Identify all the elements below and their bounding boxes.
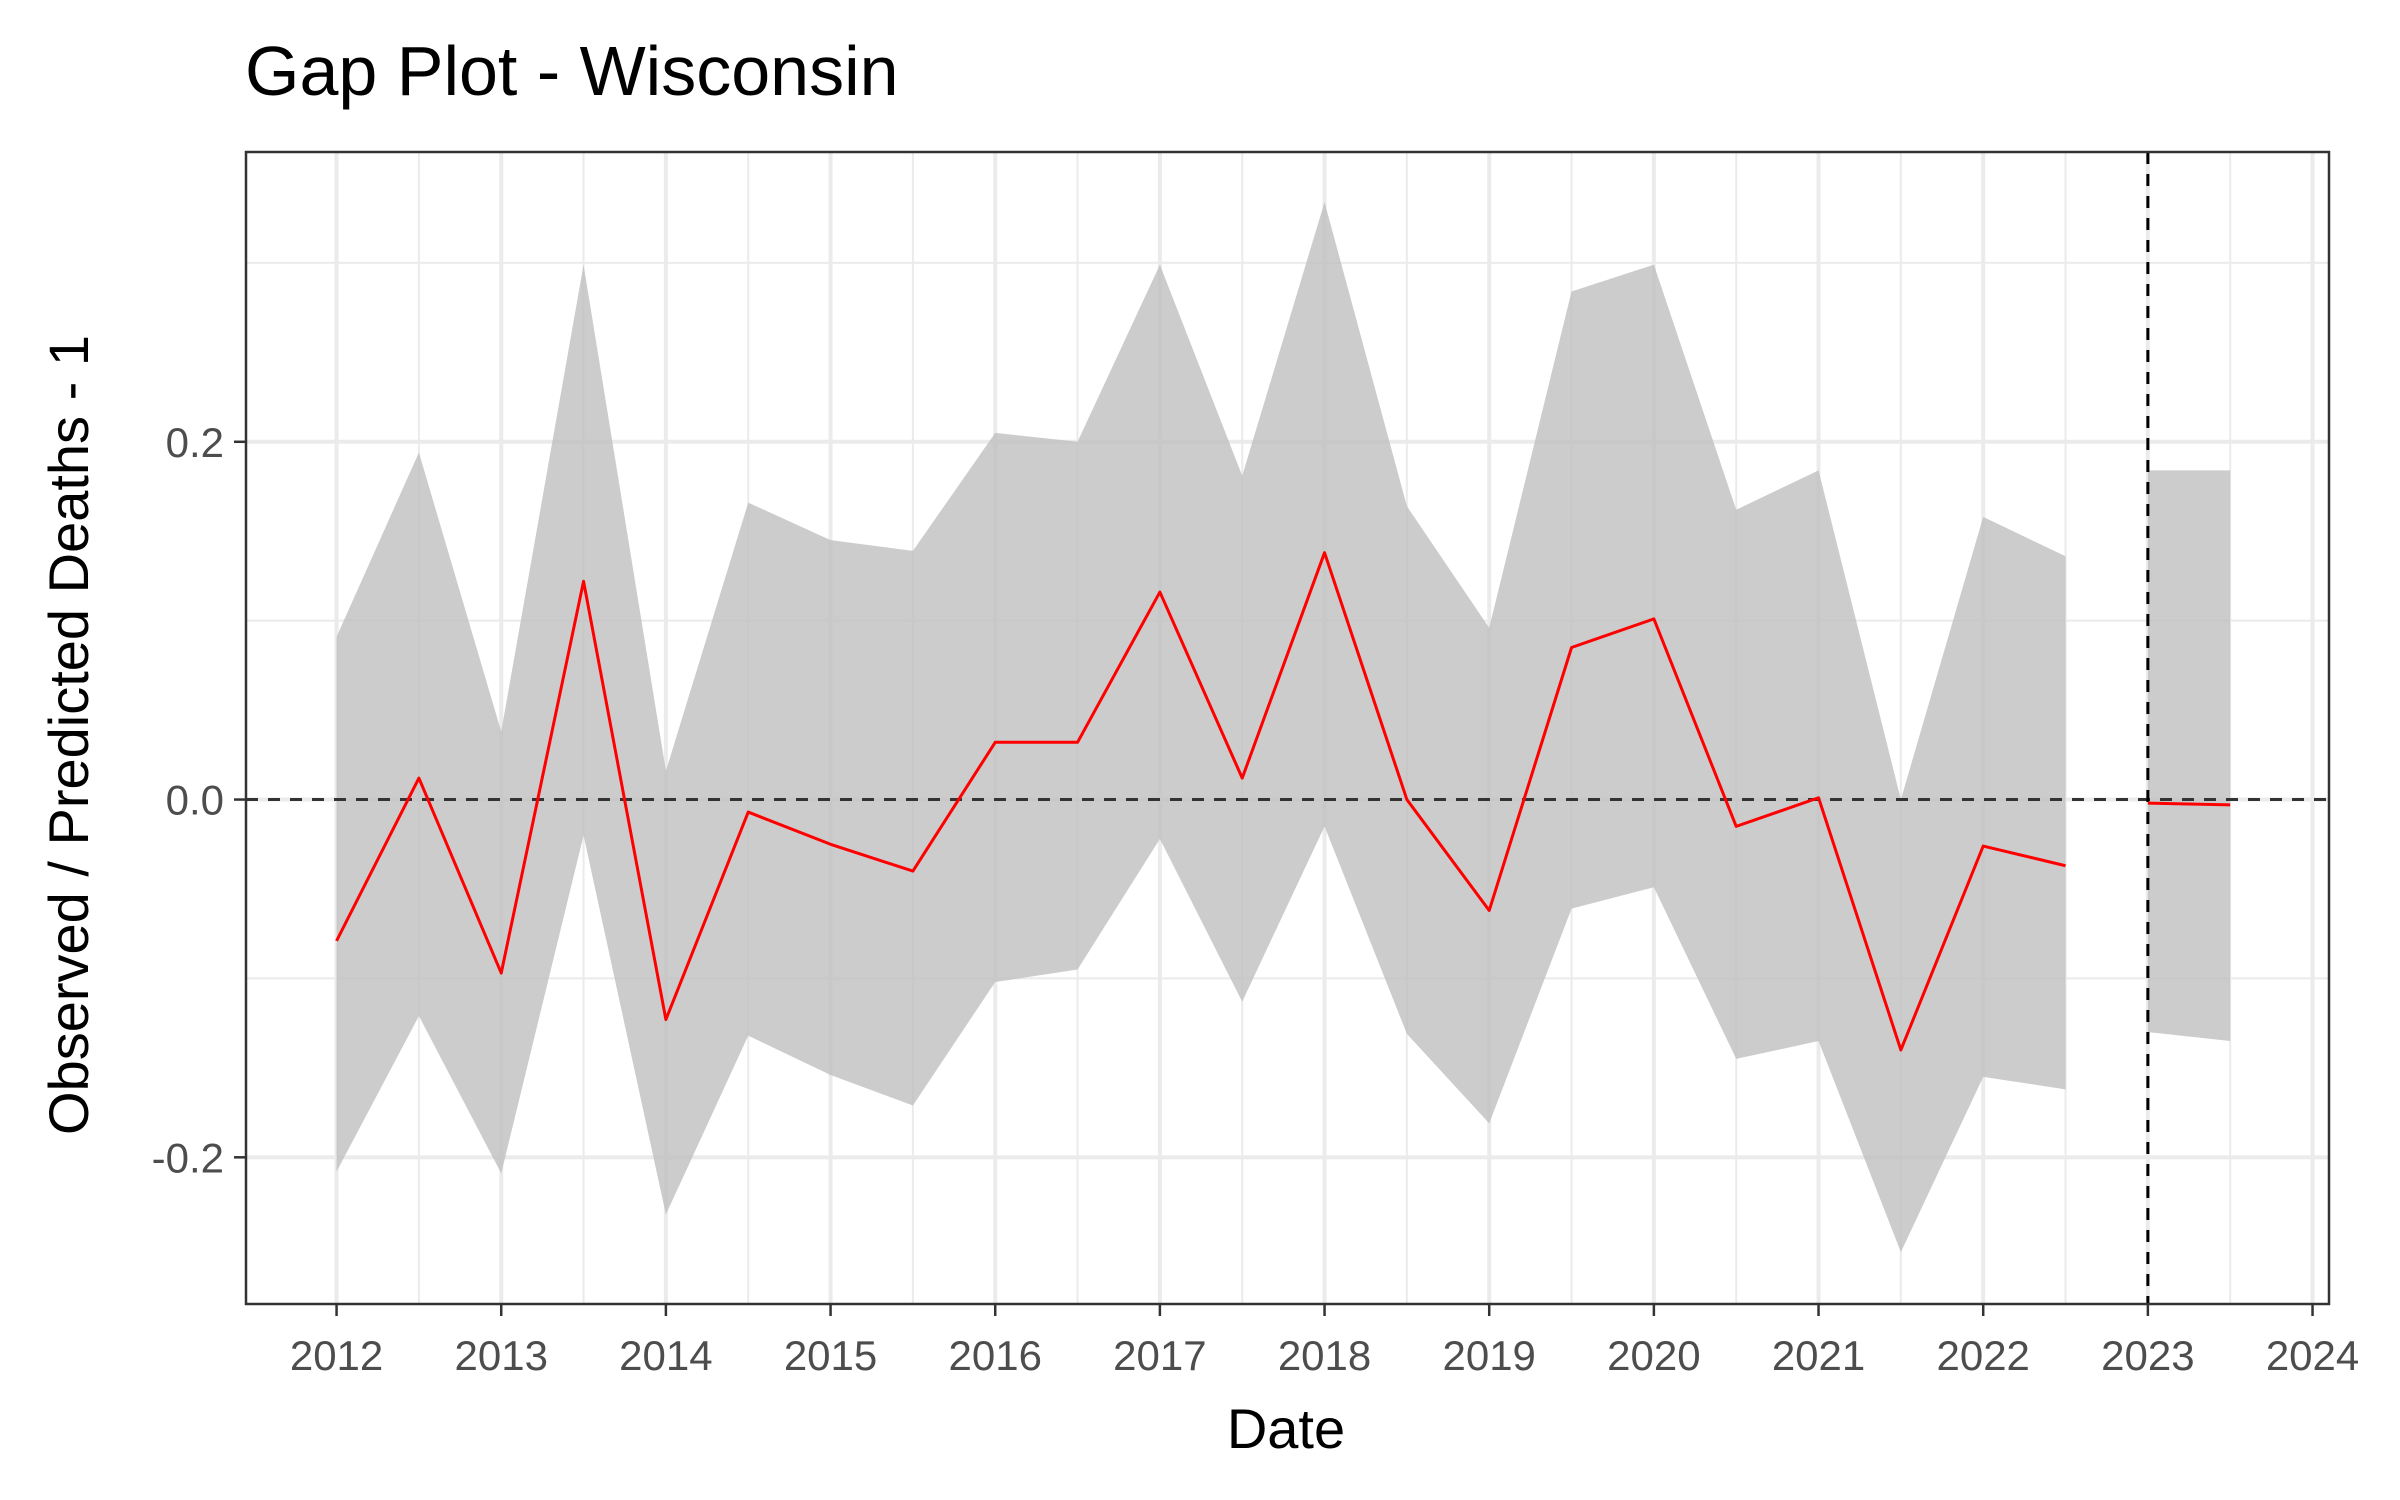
y-tick-label: -0.2 <box>152 1134 224 1181</box>
x-tick-label: 2018 <box>1278 1332 1371 1379</box>
x-tick-label: 2024 <box>2266 1332 2359 1379</box>
reference-lines <box>246 152 2329 1304</box>
panel-border-rect <box>244 150 2331 1306</box>
confidence-band-2 <box>2147 470 2231 1042</box>
panel-border <box>244 150 2331 1306</box>
x-tick-label: 2014 <box>619 1332 712 1379</box>
x-tick-label: 2020 <box>1607 1332 1700 1379</box>
chart-title: Gap Plot - Wisconsin <box>245 32 899 110</box>
y-tick-label: 0.2 <box>166 419 224 466</box>
x-axis-ticks: 2012 2013 2014 2015 2016 2017 2018 2019 2020 2021… <box>290 1304 2359 1379</box>
y-axis-ticks: -0.2 0.0 0.2 <box>152 419 246 1181</box>
y-axis-title: Observed / Predicted Deaths - 1 <box>37 335 100 1135</box>
confidence-band-1 <box>336 202 2066 1253</box>
x-tick-label: 2015 <box>784 1332 877 1379</box>
confidence-bands <box>336 202 2231 1253</box>
gap-series-lines <box>335 551 2231 1052</box>
x-tick-label: 2017 <box>1113 1332 1206 1379</box>
x-tick-label: 2022 <box>1936 1332 2029 1379</box>
x-tick-label: 2012 <box>290 1332 383 1379</box>
gap-series-line-2 <box>2147 801 2231 807</box>
x-tick-label: 2013 <box>455 1332 548 1379</box>
gap-series-line-1 <box>335 551 2066 1052</box>
x-tick-label: 2021 <box>1772 1332 1865 1379</box>
x-tick-label: 2023 <box>2101 1332 2194 1379</box>
x-tick-label: 2016 <box>949 1332 1042 1379</box>
x-tick-label: 2019 <box>1442 1332 1535 1379</box>
y-tick-label: 0.0 <box>166 777 224 824</box>
x-axis-title: Date <box>1227 1397 1345 1460</box>
